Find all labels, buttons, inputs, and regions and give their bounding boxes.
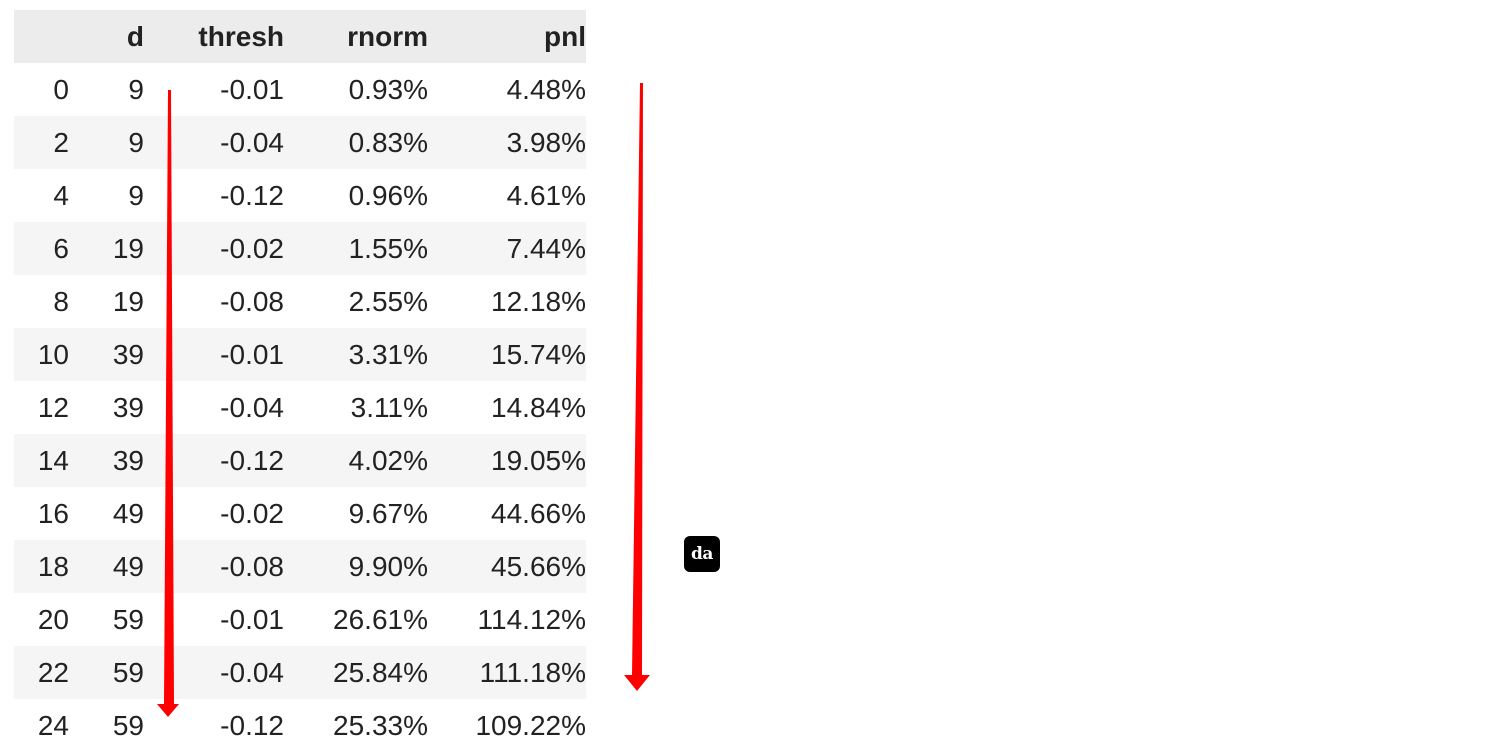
cell-thresh: -0.01 [144, 328, 284, 381]
cell-thresh: -0.04 [144, 116, 284, 169]
cell-pnl: 12.18% [428, 275, 586, 328]
row-index-cell: 22 [14, 646, 69, 699]
row-index-cell: 24 [14, 699, 69, 752]
row-index-cell: 14 [14, 434, 69, 487]
cell-thresh: -0.01 [144, 63, 284, 116]
table-row: 18 49 -0.08 9.90% 45.66% [14, 540, 586, 593]
cell-d: 59 [69, 646, 144, 699]
cell-thresh: -0.01 [144, 593, 284, 646]
column-header-rnorm: rnorm [284, 10, 428, 63]
table-row: 8 19 -0.08 2.55% 12.18% [14, 275, 586, 328]
cell-pnl: 111.18% [428, 646, 586, 699]
cell-thresh: -0.02 [144, 487, 284, 540]
cell-thresh: -0.04 [144, 646, 284, 699]
cell-pnl: 14.84% [428, 381, 586, 434]
cell-thresh: -0.08 [144, 540, 284, 593]
row-index-cell: 18 [14, 540, 69, 593]
column-header-d: d [69, 10, 144, 63]
cell-rnorm: 0.83% [284, 116, 428, 169]
cell-rnorm: 9.67% [284, 487, 428, 540]
column-header-index [14, 10, 69, 63]
table-header: d thresh rnorm pnl [14, 10, 586, 63]
row-index-cell: 4 [14, 169, 69, 222]
cell-rnorm: 0.93% [284, 63, 428, 116]
cell-rnorm: 25.84% [284, 646, 428, 699]
cell-rnorm: 3.31% [284, 328, 428, 381]
row-index-cell: 16 [14, 487, 69, 540]
extension-badge[interactable]: da [684, 536, 720, 572]
cell-d: 39 [69, 381, 144, 434]
table-row: 12 39 -0.04 3.11% 14.84% [14, 381, 586, 434]
row-index-cell: 10 [14, 328, 69, 381]
cell-rnorm: 26.61% [284, 593, 428, 646]
table-row: 16 49 -0.02 9.67% 44.66% [14, 487, 586, 540]
cell-d: 39 [69, 328, 144, 381]
table-row: 0 9 -0.01 0.93% 4.48% [14, 63, 586, 116]
row-index-cell: 0 [14, 63, 69, 116]
cell-pnl: 45.66% [428, 540, 586, 593]
cell-d: 39 [69, 434, 144, 487]
cell-d: 9 [69, 169, 144, 222]
cell-d: 9 [69, 63, 144, 116]
row-index-cell: 6 [14, 222, 69, 275]
table-row: 14 39 -0.12 4.02% 19.05% [14, 434, 586, 487]
cell-thresh: -0.12 [144, 169, 284, 222]
row-index-cell: 12 [14, 381, 69, 434]
cell-d: 19 [69, 222, 144, 275]
cell-rnorm: 4.02% [284, 434, 428, 487]
cell-pnl: 19.05% [428, 434, 586, 487]
cell-pnl: 15.74% [428, 328, 586, 381]
table-row: 10 39 -0.01 3.31% 15.74% [14, 328, 586, 381]
cell-rnorm: 1.55% [284, 222, 428, 275]
cell-pnl: 7.44% [428, 222, 586, 275]
cell-rnorm: 9.90% [284, 540, 428, 593]
cell-pnl: 4.61% [428, 169, 586, 222]
cell-pnl: 114.12% [428, 593, 586, 646]
table-row: 22 59 -0.04 25.84% 111.18% [14, 646, 586, 699]
cell-d: 49 [69, 487, 144, 540]
cell-thresh: -0.12 [144, 434, 284, 487]
row-index-cell: 8 [14, 275, 69, 328]
down-arrow-pnl-column [624, 83, 650, 691]
cell-d: 49 [69, 540, 144, 593]
cell-rnorm: 2.55% [284, 275, 428, 328]
cell-d: 59 [69, 593, 144, 646]
table-body: 0 9 -0.01 0.93% 4.48% 2 9 -0.04 0.83% 3.98% 4 9 -0.1… [14, 63, 586, 752]
table-row: 6 19 -0.02 1.55% 7.44% [14, 222, 586, 275]
column-header-thresh: thresh [144, 10, 284, 63]
results-table: d thresh rnorm pnl 0 9 -0.01 0.93% 4.48% 2 9 -0.04… [14, 10, 586, 752]
table-row: 2 9 -0.04 0.83% 3.98% [14, 116, 586, 169]
cell-d: 59 [69, 699, 144, 752]
cell-thresh: -0.02 [144, 222, 284, 275]
row-index-cell: 2 [14, 116, 69, 169]
cell-d: 19 [69, 275, 144, 328]
cell-pnl: 44.66% [428, 487, 586, 540]
cell-pnl: 109.22% [428, 699, 586, 752]
table-row: 20 59 -0.01 26.61% 114.12% [14, 593, 586, 646]
cell-d: 9 [69, 116, 144, 169]
cell-thresh: -0.08 [144, 275, 284, 328]
cell-pnl: 3.98% [428, 116, 586, 169]
header-row: d thresh rnorm pnl [14, 10, 586, 63]
cell-pnl: 4.48% [428, 63, 586, 116]
table-row: 4 9 -0.12 0.96% 4.61% [14, 169, 586, 222]
row-index-cell: 20 [14, 593, 69, 646]
cell-thresh: -0.04 [144, 381, 284, 434]
column-header-pnl: pnl [428, 10, 586, 63]
table-row: 24 59 -0.12 25.33% 109.22% [14, 699, 586, 752]
cell-thresh: -0.12 [144, 699, 284, 752]
cell-rnorm: 3.11% [284, 381, 428, 434]
cell-rnorm: 0.96% [284, 169, 428, 222]
cell-rnorm: 25.33% [284, 699, 428, 752]
